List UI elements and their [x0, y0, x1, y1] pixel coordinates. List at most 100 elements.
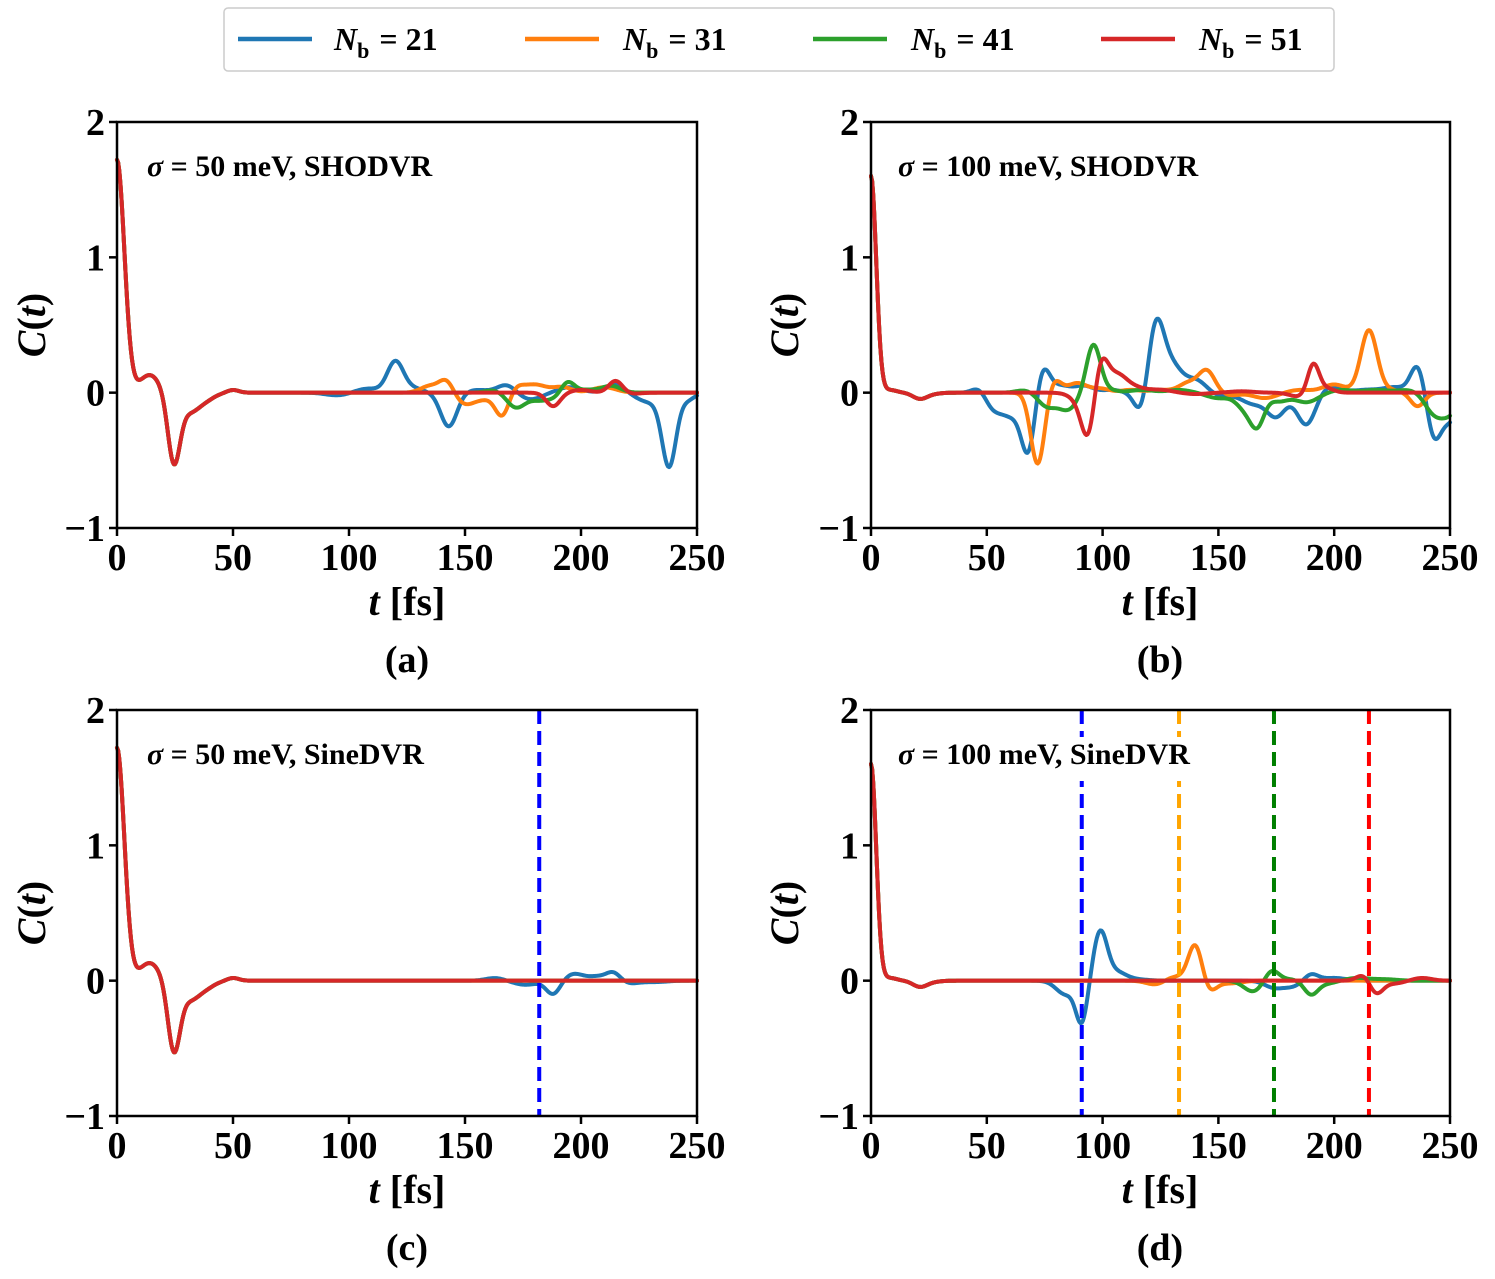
panel-c-series-nb21	[115, 745, 699, 1055]
panel-c-series-nb31	[115, 745, 699, 1055]
panel-b-ylabel: C(t)	[762, 293, 807, 357]
ylabel-var: t	[762, 304, 807, 317]
sigma-symbol: σ	[898, 738, 915, 771]
panel-a-caption: (a)	[385, 639, 429, 681]
legend-entry-nb41: Nb = 41	[813, 21, 1015, 63]
panel-d-annotation-value: = 100 meV, SineDVR	[914, 738, 1190, 771]
panel-d-xtick-label: 100	[1074, 1125, 1131, 1167]
ylabel-open: (	[762, 905, 807, 918]
panel-c-ytick-label: 1	[86, 825, 105, 867]
panel-b-frame	[869, 120, 1452, 530]
panel-b-ytick-label: 1	[840, 237, 859, 279]
panel-c-series-layer	[115, 745, 699, 1055]
panel-b-xtick-label: 250	[1422, 537, 1479, 579]
legend-label-nb41: Nb = 41	[910, 21, 1015, 63]
panel-d-yticks: −1 0 1 2	[818, 690, 871, 1138]
ylabel-close: )	[762, 293, 807, 306]
legend-value: = 21	[379, 21, 437, 57]
panel-b-series-layer	[869, 174, 1452, 466]
legend-label-nb21: Nb = 21	[333, 21, 438, 63]
legend-entry-nb31: Nb = 31	[525, 21, 727, 63]
panel-c-series-nb51	[115, 745, 699, 1055]
panel-c-xlabel: t [fs]	[369, 1167, 446, 1212]
panel-c-ytick-label: 2	[86, 690, 105, 732]
panel-c-annotation: σ = 50 meV, SineDVR	[147, 738, 424, 771]
panel-d-xtick-label: 0	[862, 1125, 881, 1167]
panel-a-xtick-label: 50	[214, 537, 252, 579]
xlabel-unit: [fs]	[380, 1167, 446, 1212]
ylabel-var: t	[9, 304, 54, 317]
panel-b-ytick-label: 0	[840, 373, 859, 415]
panel-b-xtick-label: 50	[968, 537, 1006, 579]
ylabel-close: )	[9, 293, 54, 306]
panel-c-ylabel: C(t)	[9, 881, 54, 945]
panel-c-annotation-value: = 50 meV, SineDVR	[163, 738, 424, 771]
panel-b-xtick-label: 0	[862, 537, 881, 579]
panel-c-xticks: 0 50 100 150 200 250	[108, 1116, 726, 1167]
panel-d-annotation-background	[893, 737, 1265, 781]
xlabel-unit: [fs]	[1133, 1167, 1199, 1212]
legend-subscript: b	[1222, 38, 1234, 63]
xlabel-unit: [fs]	[1133, 579, 1199, 624]
legend-symbol: N	[1198, 21, 1224, 57]
panel-a-series-nb31	[115, 157, 699, 467]
panel-a-xtick-label: 150	[437, 537, 494, 579]
panel-d-series-nb51	[869, 762, 1452, 996]
panel-d-series-nb31	[869, 762, 1452, 992]
panel-d-caption: (d)	[1137, 1227, 1183, 1269]
panel-d-ylabel: C(t)	[762, 881, 807, 945]
xlabel-var: t	[1122, 579, 1135, 624]
xlabel-unit: [fs]	[380, 579, 446, 624]
panel-a-xtick-label: 250	[669, 537, 726, 579]
ylabel-main: C	[9, 329, 54, 357]
panel-b-ytick-label: 2	[840, 102, 859, 144]
panel-c-xtick-label: 250	[669, 1125, 726, 1167]
panel-a-ylabel: C(t)	[9, 293, 54, 357]
panel-a-xticks: 0 50 100 150 200 250	[108, 528, 726, 579]
panel-c-ytick-label: 0	[86, 961, 105, 1003]
ylabel-open: (	[9, 317, 54, 330]
legend-value: = 41	[956, 21, 1014, 57]
legend-subscript: b	[646, 38, 658, 63]
panel-d-ytick-label: 2	[840, 690, 859, 732]
sigma-symbol: σ	[147, 738, 164, 771]
panel-c-xtick-label: 50	[214, 1125, 252, 1167]
panel-d-ytick-label: 0	[840, 961, 859, 1003]
panel-a-xtick-label: 200	[553, 537, 610, 579]
legend-entry-nb51: Nb = 51	[1101, 21, 1303, 63]
panel-a-ytick-label: 2	[86, 102, 105, 144]
panel-c-xtick-label: 150	[437, 1125, 494, 1167]
legend-subscript: b	[357, 38, 369, 63]
panel-a-xlabel: t [fs]	[369, 579, 446, 624]
panel-d-xticks: 0 50 100 150 200 250	[862, 1116, 1479, 1167]
panel-a-ytick-label: −1	[64, 508, 105, 550]
panel-b-annotation-value: = 100 meV, SHODVR	[914, 150, 1198, 183]
panel-a-series-nb41	[115, 157, 699, 467]
panel-c-frame	[115, 708, 699, 1118]
ylabel-open: (	[762, 317, 807, 330]
panel-c-ytick-label: −1	[64, 1096, 105, 1138]
panel-a-annotation: σ = 50 meV, SHODVR	[147, 150, 433, 183]
panel-a-xtick-label: 100	[321, 537, 378, 579]
legend-label-nb31: Nb = 31	[622, 21, 727, 63]
sigma-symbol: σ	[147, 150, 164, 183]
panel-b-xtick-label: 200	[1306, 537, 1363, 579]
panel-a-series-nb51	[115, 157, 699, 467]
sigma-symbol: σ	[898, 150, 915, 183]
xlabel-var: t	[1122, 1167, 1135, 1212]
panel-b-yticks: −1 0 1 2	[818, 102, 871, 550]
panel-b-caption: (b)	[1137, 639, 1183, 681]
panel-a-annotation-value: = 50 meV, SHODVR	[163, 150, 432, 183]
panel-b-series-nb21	[869, 174, 1452, 455]
legend-entry-nb21: Nb = 21	[238, 21, 438, 63]
panel-b-xtick-label: 150	[1190, 537, 1247, 579]
panel-c-yticks: −1 0 1 2	[64, 690, 117, 1138]
panel-b-series-nb51	[869, 174, 1452, 437]
panel-b-xticks: 0 50 100 150 200 250	[862, 528, 1479, 579]
ylabel-main: C	[762, 917, 807, 945]
panel-b-xtick-label: 100	[1074, 537, 1131, 579]
panel-b-xlabel: t [fs]	[1122, 579, 1199, 624]
